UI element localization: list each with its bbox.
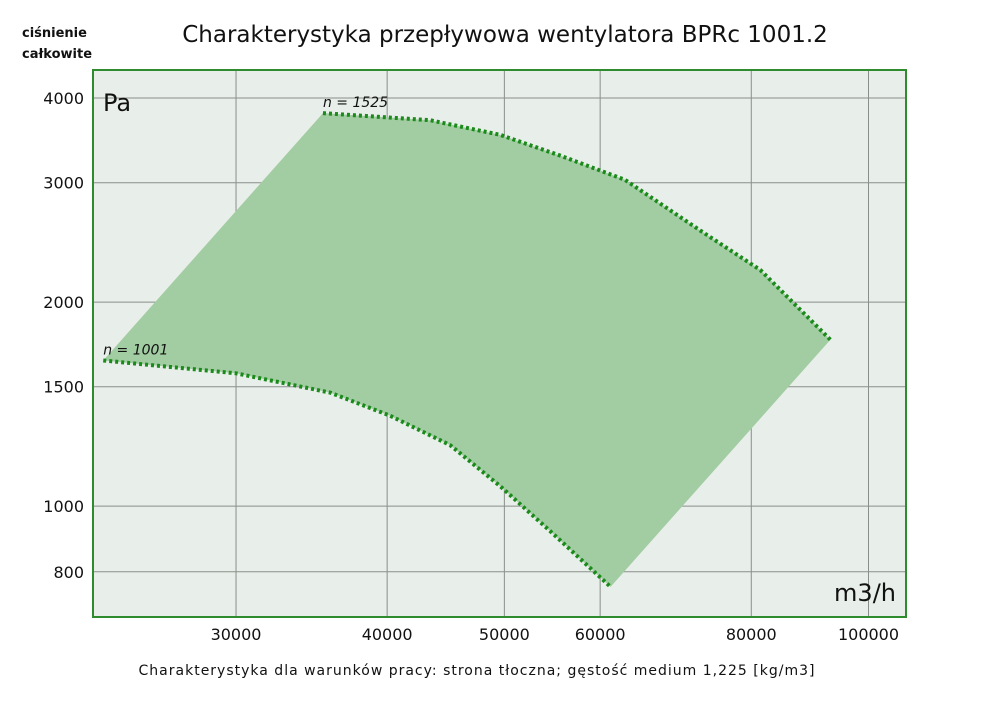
x-tick-label: 60000 (575, 625, 626, 644)
y-axis-label-line2: całkowite (22, 47, 92, 62)
x-tick-label: 80000 (726, 625, 777, 644)
y-tick-label: 800 (53, 563, 84, 582)
x-tick-label: 100000 (838, 625, 899, 644)
y-axis-label-line1: ciśnienie (22, 26, 87, 41)
x-tick-label: 50000 (479, 625, 530, 644)
chart-title: Charakterystyka przepływowa wentylatora … (182, 22, 828, 48)
plot-border (92, 69, 907, 618)
y-unit-label: Pa (103, 89, 131, 117)
x-tick-label: 30000 (211, 625, 262, 644)
operating-area (103, 113, 831, 587)
x-unit-label: m3/h (834, 579, 896, 607)
y-tick-label: 2000 (43, 293, 84, 312)
y-tick-label: 1000 (43, 497, 84, 516)
series-label: n = 1525 (323, 95, 388, 111)
y-tick-label: 3000 (43, 174, 84, 193)
y-tick-label: 1500 (43, 378, 84, 397)
x-tick-label: 40000 (362, 625, 413, 644)
series-label: n = 1001 (103, 342, 168, 358)
footnote: Charakterystyka dla warunków pracy: stro… (139, 663, 816, 679)
series-line-n1525 (322, 111, 832, 342)
y-tick-label: 4000 (43, 89, 84, 108)
series-line-n1001 (103, 358, 612, 589)
